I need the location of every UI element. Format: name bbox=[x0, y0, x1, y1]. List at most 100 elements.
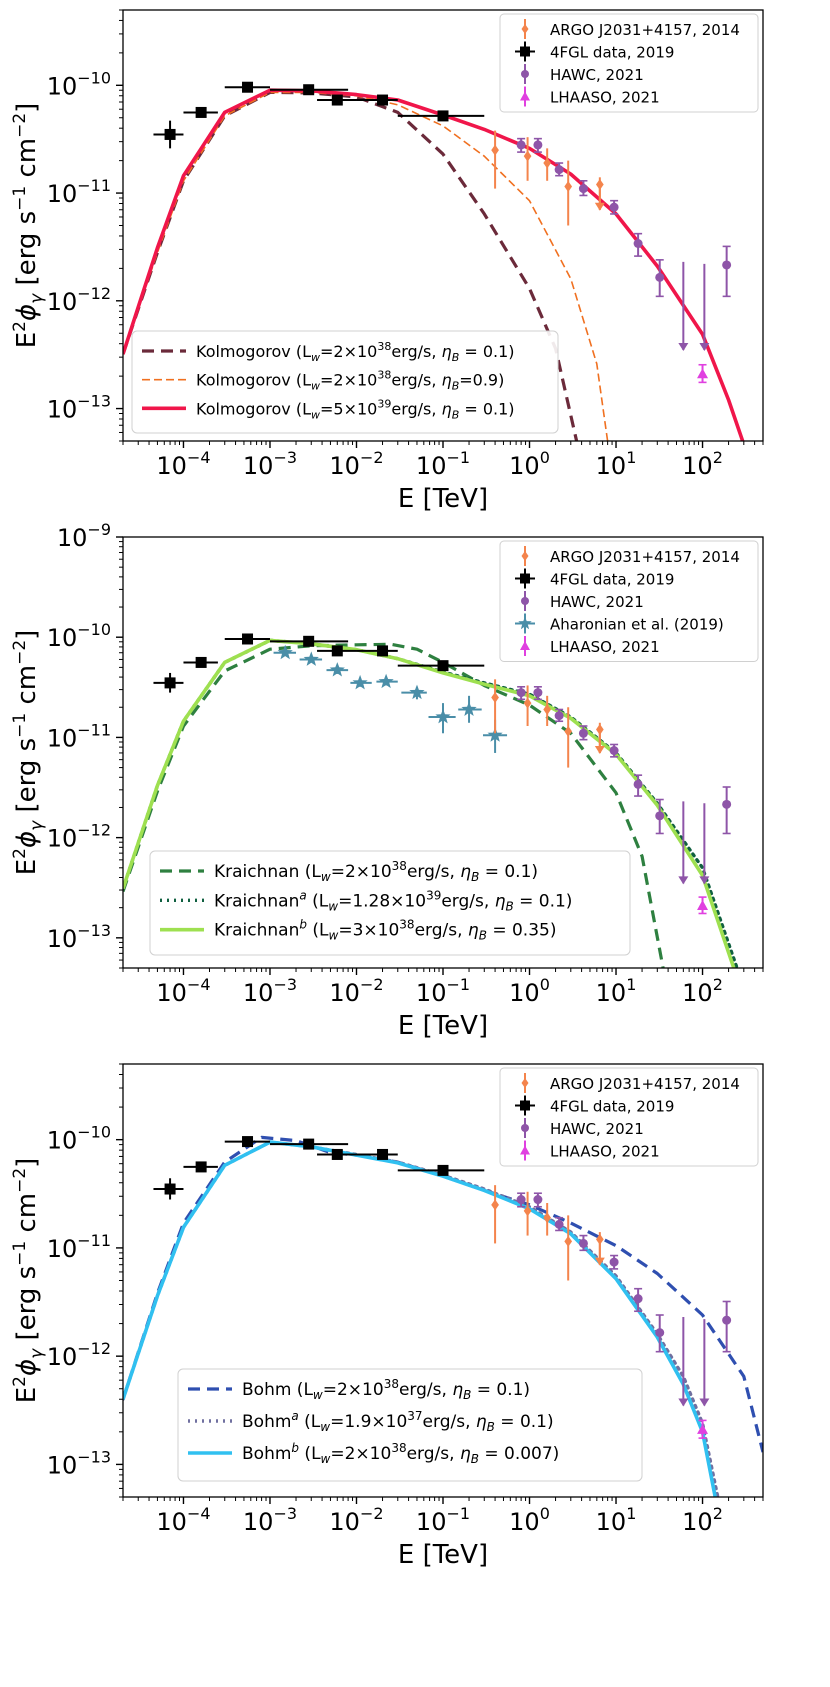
data-point bbox=[516, 1192, 526, 1208]
data-series-argo bbox=[491, 1185, 604, 1281]
y-tick-label: 10−13 bbox=[47, 921, 111, 953]
marker-triangle bbox=[520, 91, 530, 101]
data-point bbox=[722, 245, 732, 298]
upper-limit-arrow bbox=[678, 876, 689, 885]
data-legend-label: ARGO J2031+4157, 2014 bbox=[550, 548, 740, 566]
marker-circle bbox=[578, 1238, 588, 1248]
marker-square bbox=[437, 660, 449, 672]
data-legend-label: HAWC, 2021 bbox=[550, 593, 644, 611]
data-legend-item: 4FGL data, 2019 bbox=[515, 41, 674, 62]
y-tick-label: 10−11 bbox=[47, 720, 111, 752]
data-series-argo_ul bbox=[594, 184, 605, 211]
data-legend-label: LHAASO, 2021 bbox=[550, 638, 660, 656]
data-legend: ARGO J2031+4157, 2014 4FGL data, 2019 HAWC… bbox=[499, 13, 759, 113]
marker-circle bbox=[554, 711, 564, 721]
marker-circle bbox=[516, 1195, 526, 1205]
y-tick-label: 10−12 bbox=[47, 284, 111, 316]
marker-diamond bbox=[523, 1205, 532, 1217]
x-tick-label: 101 bbox=[596, 975, 637, 1007]
data-point bbox=[458, 695, 482, 723]
upper-limit-arrow bbox=[594, 1257, 605, 1266]
plot-area bbox=[123, 81, 745, 441]
data-point bbox=[269, 1138, 349, 1150]
x-tick-label: 100 bbox=[509, 975, 550, 1007]
marker-triangle bbox=[520, 1145, 530, 1155]
data-point bbox=[356, 645, 398, 657]
x-tick-label: 10−2 bbox=[329, 1504, 383, 1536]
data-series-hawc bbox=[516, 685, 732, 835]
data-legend-item: LHAASO, 2021 bbox=[520, 636, 660, 656]
marker-square bbox=[377, 645, 389, 657]
marker-circle bbox=[554, 165, 564, 175]
x-tick-label: 102 bbox=[682, 975, 723, 1007]
marker-diamond bbox=[564, 1235, 573, 1247]
data-series-argo_ul bbox=[594, 729, 605, 754]
data-point bbox=[594, 729, 605, 754]
data-legend: ARGO J2031+4157, 2014 4FGL data, 2019 HAWC… bbox=[499, 1067, 759, 1167]
data-legend-box bbox=[499, 540, 759, 662]
model-curve bbox=[123, 642, 665, 968]
data-point bbox=[273, 644, 297, 660]
marker-square bbox=[437, 110, 449, 122]
data-legend-item: LHAASO, 2021 bbox=[520, 86, 660, 107]
data-legend-label: HAWC, 2021 bbox=[550, 1120, 644, 1138]
model-legend-item: Kraichnanb (Lw=3×1038erg/s, ηB = 0.35) bbox=[160, 918, 556, 943]
model-legend-item: Kraichnan (Lw=2×1038erg/s, ηB = 0.1) bbox=[160, 859, 538, 884]
marker-star bbox=[303, 651, 319, 666]
y-tick-label: 10−9 bbox=[57, 520, 111, 552]
axes-frame bbox=[122, 1063, 764, 1498]
y-axis-label: E2ϕγ [erg s−1 cm−2] bbox=[10, 103, 47, 349]
marker-circle bbox=[516, 688, 526, 698]
data-point bbox=[722, 786, 732, 835]
data-legend-label: Aharonian et al. (2019) bbox=[550, 616, 724, 634]
upper-limit-arrow bbox=[678, 342, 689, 351]
data-legend-label: 4FGL data, 2019 bbox=[550, 44, 674, 62]
data-point bbox=[564, 160, 573, 226]
marker-circle bbox=[533, 140, 543, 150]
y-tick-label: 10−11 bbox=[47, 176, 111, 208]
data-point bbox=[523, 1191, 532, 1236]
data-point bbox=[397, 660, 485, 672]
x-axis-label: E [TeV] bbox=[398, 1540, 488, 1570]
marker-diamond bbox=[564, 725, 573, 737]
data-point bbox=[678, 261, 689, 351]
marker-circle bbox=[722, 260, 732, 270]
data-point bbox=[401, 684, 427, 700]
plot-area bbox=[123, 1135, 763, 1497]
data-point bbox=[269, 635, 349, 647]
x-tick-label: 10−2 bbox=[329, 975, 383, 1007]
marker-star bbox=[518, 616, 532, 630]
marker-circle bbox=[521, 1124, 529, 1132]
marker-circle bbox=[521, 70, 529, 78]
data-legend-label: 4FGL data, 2019 bbox=[550, 571, 674, 589]
data-point bbox=[543, 695, 552, 726]
data-point bbox=[523, 137, 532, 181]
x-tick-label: 10−1 bbox=[416, 1504, 470, 1536]
data-point bbox=[356, 1148, 398, 1160]
data-point bbox=[633, 1287, 643, 1313]
axis-ticks bbox=[116, 536, 764, 975]
upper-limit-arrow bbox=[699, 1398, 710, 1407]
marker-square bbox=[303, 1138, 315, 1150]
x-tick-label: 10−2 bbox=[329, 448, 383, 480]
marker-diamond bbox=[523, 697, 532, 709]
data-point bbox=[224, 633, 270, 645]
x-tick-label: 10−4 bbox=[156, 1504, 210, 1536]
marker-diamond bbox=[491, 1199, 499, 1211]
marker-diamond bbox=[543, 1212, 552, 1224]
marker-triangle bbox=[697, 1424, 709, 1434]
data-point bbox=[269, 84, 349, 96]
data-point bbox=[516, 137, 526, 153]
data-point bbox=[317, 1148, 357, 1160]
data-point bbox=[543, 1202, 552, 1236]
data-legend-item: 4FGL data, 2019 bbox=[515, 1095, 674, 1116]
marker-star bbox=[378, 673, 394, 689]
data-point bbox=[153, 1178, 184, 1200]
data-series-4fgl bbox=[153, 1136, 485, 1200]
x-tick-label: 10−3 bbox=[243, 448, 297, 480]
marker-diamond bbox=[521, 551, 529, 561]
data-point bbox=[397, 110, 485, 122]
axis-ticks bbox=[116, 1063, 764, 1504]
model-legend: Kraichnan (Lw=2×1038erg/s, ηB = 0.1) Krai… bbox=[149, 850, 631, 956]
data-series-lhaaso bbox=[697, 363, 709, 384]
